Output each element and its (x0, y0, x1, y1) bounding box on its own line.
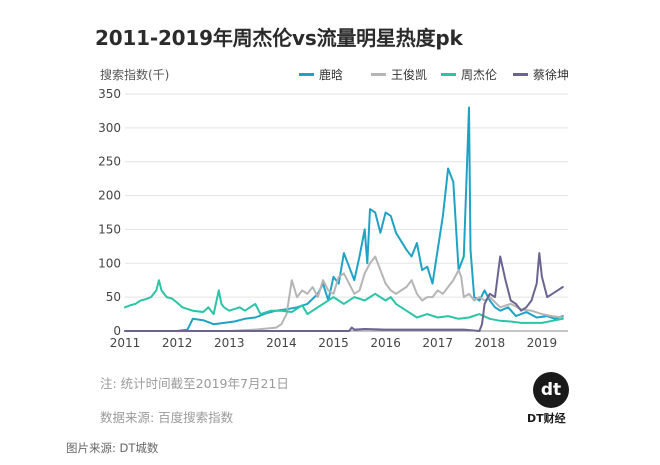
series-line-luhan (124, 106, 564, 332)
y-tick-label: 100 (98, 256, 121, 270)
y-tick-label: 300 (98, 121, 121, 135)
x-tick-label: 2015 (318, 336, 349, 350)
logo-mark: dt (540, 380, 562, 400)
legend-item-luhan: 鹿晗 (299, 66, 343, 83)
y-tick-label: 350 (98, 87, 121, 101)
series-line-jaychou (124, 279, 564, 324)
legend-label: 蔡徐坤 (533, 68, 570, 82)
image-credit: 图片来源: DT城数 (66, 441, 159, 455)
x-tick-label: 2017 (422, 336, 453, 350)
x-tick-label: 2014 (266, 336, 297, 350)
chart-title: 2011-2019年周杰伦vs流量明星热度pk (95, 26, 463, 50)
series-line-wangjunkai (124, 255, 564, 332)
y-axis-label: 搜索指数(千) (100, 68, 170, 82)
x-tick-label: 2013 (214, 336, 245, 350)
series-line-caixukun (124, 252, 564, 332)
legend-item-jaychou: 周杰伦 (441, 66, 497, 83)
legend-label: 周杰伦 (461, 68, 498, 82)
x-tick-label: 2018 (475, 336, 506, 350)
x-tick-label: 2016 (370, 336, 401, 350)
x-tick-label: 2019 (527, 336, 558, 350)
legend-label: 王俊凯 (391, 68, 428, 82)
y-tick-label: 200 (98, 189, 121, 203)
y-tick-label: 50 (106, 290, 121, 304)
logo-label: DT财经 (527, 412, 566, 425)
legend-swatch (513, 73, 528, 76)
y-tick-label: 250 (98, 155, 121, 169)
legend-swatch (299, 73, 314, 76)
legend: 鹿晗 王俊凯 周杰伦 蔡徐坤 (0, 66, 660, 82)
dt-logo: dt (533, 372, 569, 408)
legend-swatch (441, 73, 456, 76)
y-tick-label: 150 (98, 222, 121, 236)
x-tick-label: 2011 (110, 336, 141, 350)
stat-time-note: 注: 统计时间截至2019年7月21日 (100, 376, 289, 391)
legend-item-wangjunkai: 王俊凯 (371, 66, 427, 83)
legend-item-caixukun: 蔡徐坤 (513, 66, 569, 83)
x-tick-label: 2012 (162, 336, 193, 350)
data-source-note: 数据来源: 百度搜索指数 (100, 410, 234, 425)
legend-swatch (371, 73, 386, 76)
legend-label: 鹿晗 (319, 68, 344, 82)
y-tick-label: 0 (113, 324, 121, 338)
